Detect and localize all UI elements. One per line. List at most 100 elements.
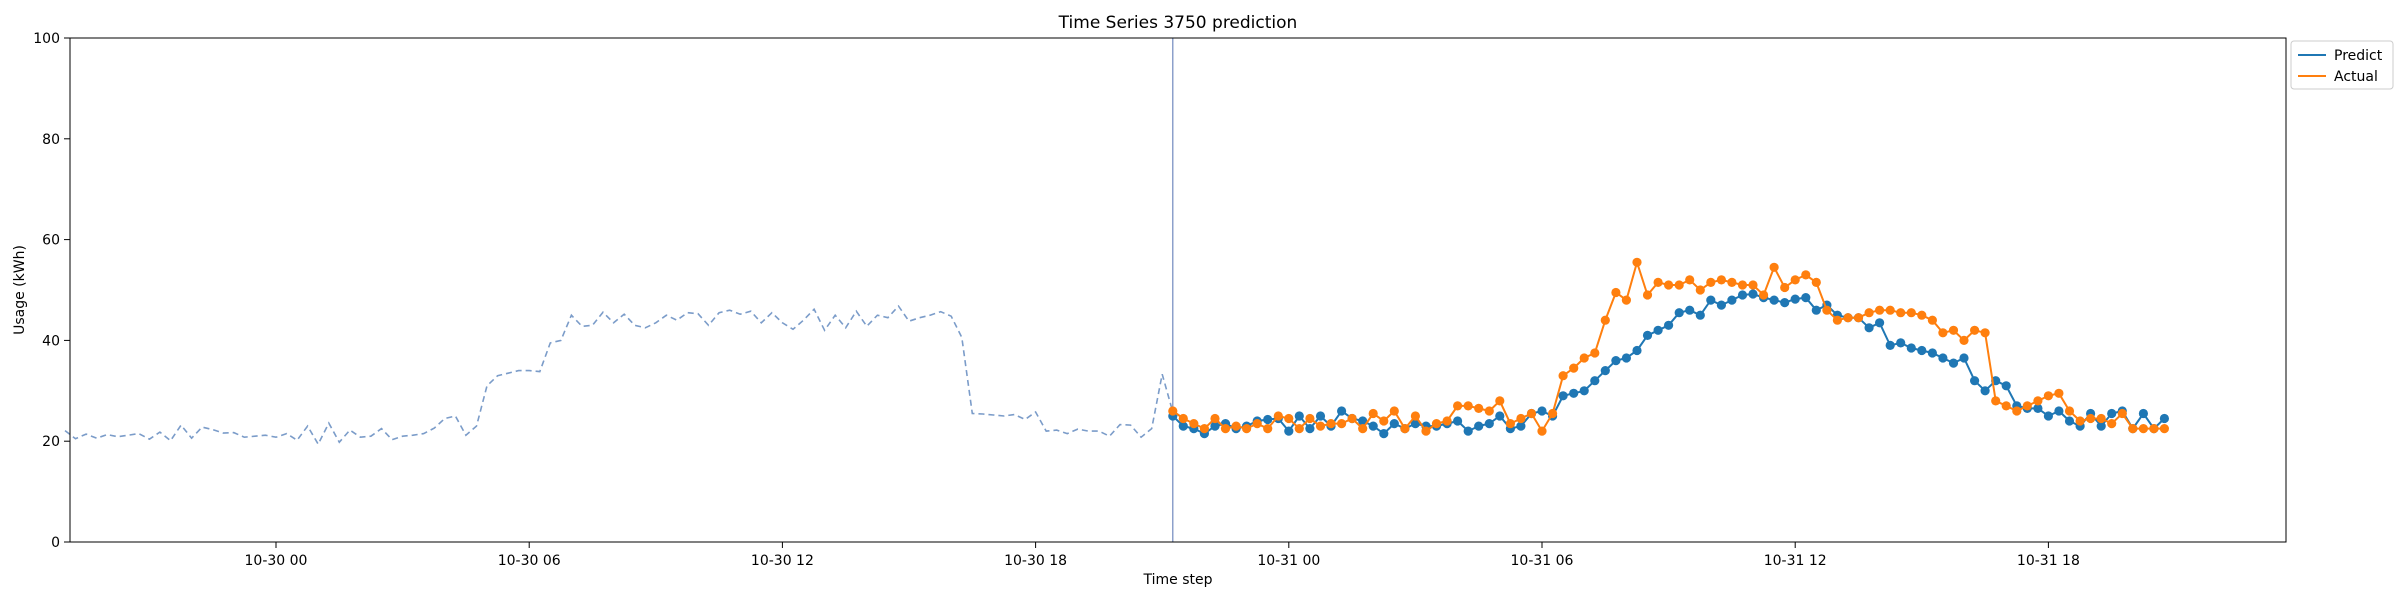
predict-point	[2107, 408, 2117, 419]
predict-point	[1970, 376, 1980, 386]
actual-point	[1505, 419, 1515, 429]
actual-point	[1590, 348, 1600, 358]
predict-point	[1474, 421, 1484, 431]
actual-point	[1896, 308, 1906, 318]
plot-frame	[69, 37, 2287, 543]
y-axis-label: Usage (kWh)	[12, 245, 28, 335]
predict-point	[2001, 381, 2011, 391]
predict-point	[1674, 308, 1684, 318]
actual-point	[1642, 290, 1653, 300]
predict-point	[1632, 345, 1642, 356]
actual-point	[2149, 424, 2159, 434]
actual-point	[1199, 424, 1209, 434]
predict-point	[1948, 358, 1959, 368]
predict-point	[2064, 416, 2075, 426]
legend-actual-label: Actual	[2334, 69, 2378, 85]
y-tick-label: 40	[42, 333, 60, 349]
predict-point	[1790, 294, 1800, 304]
actual-point	[1685, 275, 1695, 285]
actual-point	[1315, 421, 1326, 431]
actual-point	[1759, 290, 1769, 300]
actual-point	[1811, 277, 1821, 287]
predict-point	[1210, 421, 1220, 431]
actual-point	[1252, 419, 1262, 429]
actual-point	[1263, 424, 1273, 434]
actual-point	[1284, 413, 1294, 424]
actual-point	[1178, 413, 1188, 424]
predict-point	[1811, 305, 1821, 315]
actual-point	[1769, 262, 1779, 272]
actual-point	[1358, 424, 1368, 434]
actual-point	[1516, 413, 1526, 424]
actual-point	[1664, 280, 1674, 290]
predict-point	[1537, 406, 1547, 416]
predict-point	[1305, 424, 1315, 434]
actual-point	[1727, 277, 1737, 287]
predict-point	[1885, 340, 1895, 350]
actual-point	[1980, 328, 1990, 338]
predict-point	[2096, 421, 2106, 431]
actual-point	[1864, 308, 1874, 318]
x-tick-label: 10-31 06	[1511, 553, 1574, 569]
actual-point	[1970, 325, 1980, 335]
x-tick-label: 10-31 18	[2017, 553, 2080, 569]
actual-point	[1548, 408, 1558, 419]
series-actual	[1168, 257, 2169, 436]
x-tick-label: 10-31 00	[1257, 553, 1320, 569]
actual-point	[1558, 371, 1568, 381]
actual-point	[1611, 287, 1621, 298]
actual-point	[1632, 257, 1642, 267]
x-tick-label: 10-30 06	[498, 553, 561, 569]
actual-point	[1442, 416, 1452, 426]
actual-point	[1337, 419, 1347, 429]
predict-point	[2033, 403, 2043, 413]
actual-point	[1843, 313, 1853, 323]
actual-point	[1463, 401, 1473, 411]
predict-point	[1769, 295, 1779, 305]
y-tick-label: 100	[33, 31, 60, 47]
predict-point	[1875, 318, 1885, 328]
actual-point	[1780, 282, 1790, 293]
actual-point	[2096, 413, 2106, 424]
predict-point	[1737, 290, 1748, 300]
predict-point	[1664, 320, 1674, 330]
actual-point	[1906, 308, 1916, 318]
actual-point	[1484, 406, 1494, 416]
actual-point	[2075, 416, 2085, 426]
actual-point	[1569, 363, 1579, 373]
actual-point	[1832, 315, 1842, 325]
actual-point	[2086, 413, 2096, 424]
predict-point	[2043, 411, 2053, 421]
actual-point	[1421, 426, 1431, 436]
actual-point	[2054, 388, 2064, 398]
actual-point	[1231, 421, 1241, 431]
actual-point	[1579, 353, 1589, 363]
y-tick-label: 60	[42, 233, 60, 249]
predict-point	[2159, 413, 2169, 424]
actual-point	[1706, 277, 1716, 287]
predict-point	[1294, 411, 1304, 421]
x-tick-label: 10-30 12	[751, 553, 814, 569]
predict-point	[1516, 421, 1526, 431]
predict-point	[1706, 295, 1716, 305]
actual-point	[2001, 401, 2011, 411]
x-tick-label: 10-31 12	[1764, 553, 1827, 569]
actual-point	[1822, 305, 1832, 315]
actual-point	[1653, 277, 1663, 287]
actual-point	[2043, 391, 2053, 401]
actual-point	[1959, 335, 1969, 345]
actual-point	[1305, 413, 1315, 424]
actual-point	[1716, 275, 1726, 285]
actual-point	[1790, 275, 1800, 285]
actual-point	[1801, 270, 1811, 280]
predict-point	[1463, 426, 1473, 436]
predict-point	[1315, 411, 1326, 421]
actual-point	[1938, 328, 1948, 338]
predict-point	[2054, 406, 2064, 416]
actual-point	[1368, 408, 1378, 419]
actual-point	[1853, 313, 1864, 323]
actual-point	[2117, 408, 2127, 419]
actual-point	[2033, 396, 2043, 406]
